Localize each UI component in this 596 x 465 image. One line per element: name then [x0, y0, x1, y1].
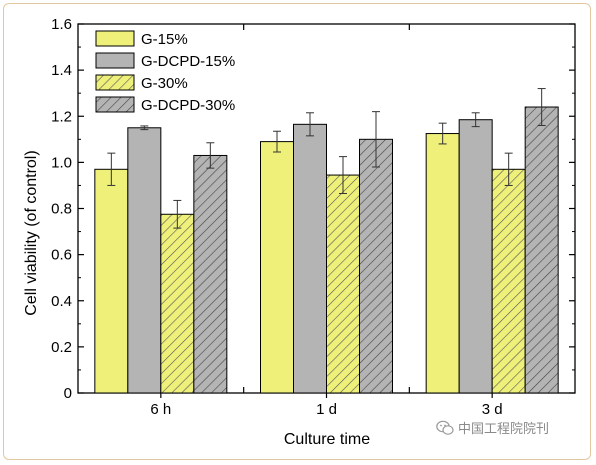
- bar: [193, 154, 228, 394]
- legend-swatch: [95, 74, 135, 91]
- bar: [293, 123, 327, 394]
- legend-label: G-15%: [141, 31, 188, 48]
- x-tick-label: 3 d: [482, 401, 503, 418]
- bar: [425, 133, 460, 394]
- bar: [359, 138, 393, 394]
- figure-frame: [3, 3, 591, 460]
- legend-label: G-30%: [141, 75, 188, 92]
- y-tick-label: 0.6: [51, 247, 72, 264]
- watermark: 中国工程院院刊: [436, 418, 549, 437]
- legend-swatch: [95, 52, 135, 69]
- y-tick-label: 0: [64, 385, 72, 402]
- wechat-icon: [436, 420, 454, 435]
- y-tick-label: 1.6: [51, 16, 72, 33]
- y-tick-label: 1.2: [51, 108, 72, 125]
- bar: [326, 174, 360, 394]
- bar: [524, 106, 559, 394]
- bar: [127, 127, 162, 394]
- x-tick-label: 6 h: [150, 401, 171, 418]
- y-tick-label: 0.4: [51, 293, 72, 310]
- bar: [94, 168, 129, 394]
- bar: [458, 119, 493, 394]
- legend-label: G-DCPD-15%: [141, 53, 235, 70]
- bar: [260, 141, 294, 394]
- y-tick-label: 0.8: [51, 201, 72, 218]
- x-axis-title: Culture time: [284, 431, 370, 448]
- y-tick-label: 1.4: [51, 62, 72, 79]
- y-tick-label: 0.2: [51, 339, 72, 356]
- bar: [160, 213, 195, 394]
- bar: [491, 168, 526, 394]
- legend-swatch: [95, 96, 135, 113]
- watermark-text: 中国工程院院刊: [458, 422, 550, 437]
- y-tick-label: 1.0: [51, 154, 72, 171]
- legend-swatch: [95, 30, 135, 47]
- y-axis-title: Cell viability (of control): [23, 150, 40, 315]
- legend-label: G-DCPD-30%: [141, 97, 235, 114]
- x-tick-label: 1 d: [316, 401, 337, 418]
